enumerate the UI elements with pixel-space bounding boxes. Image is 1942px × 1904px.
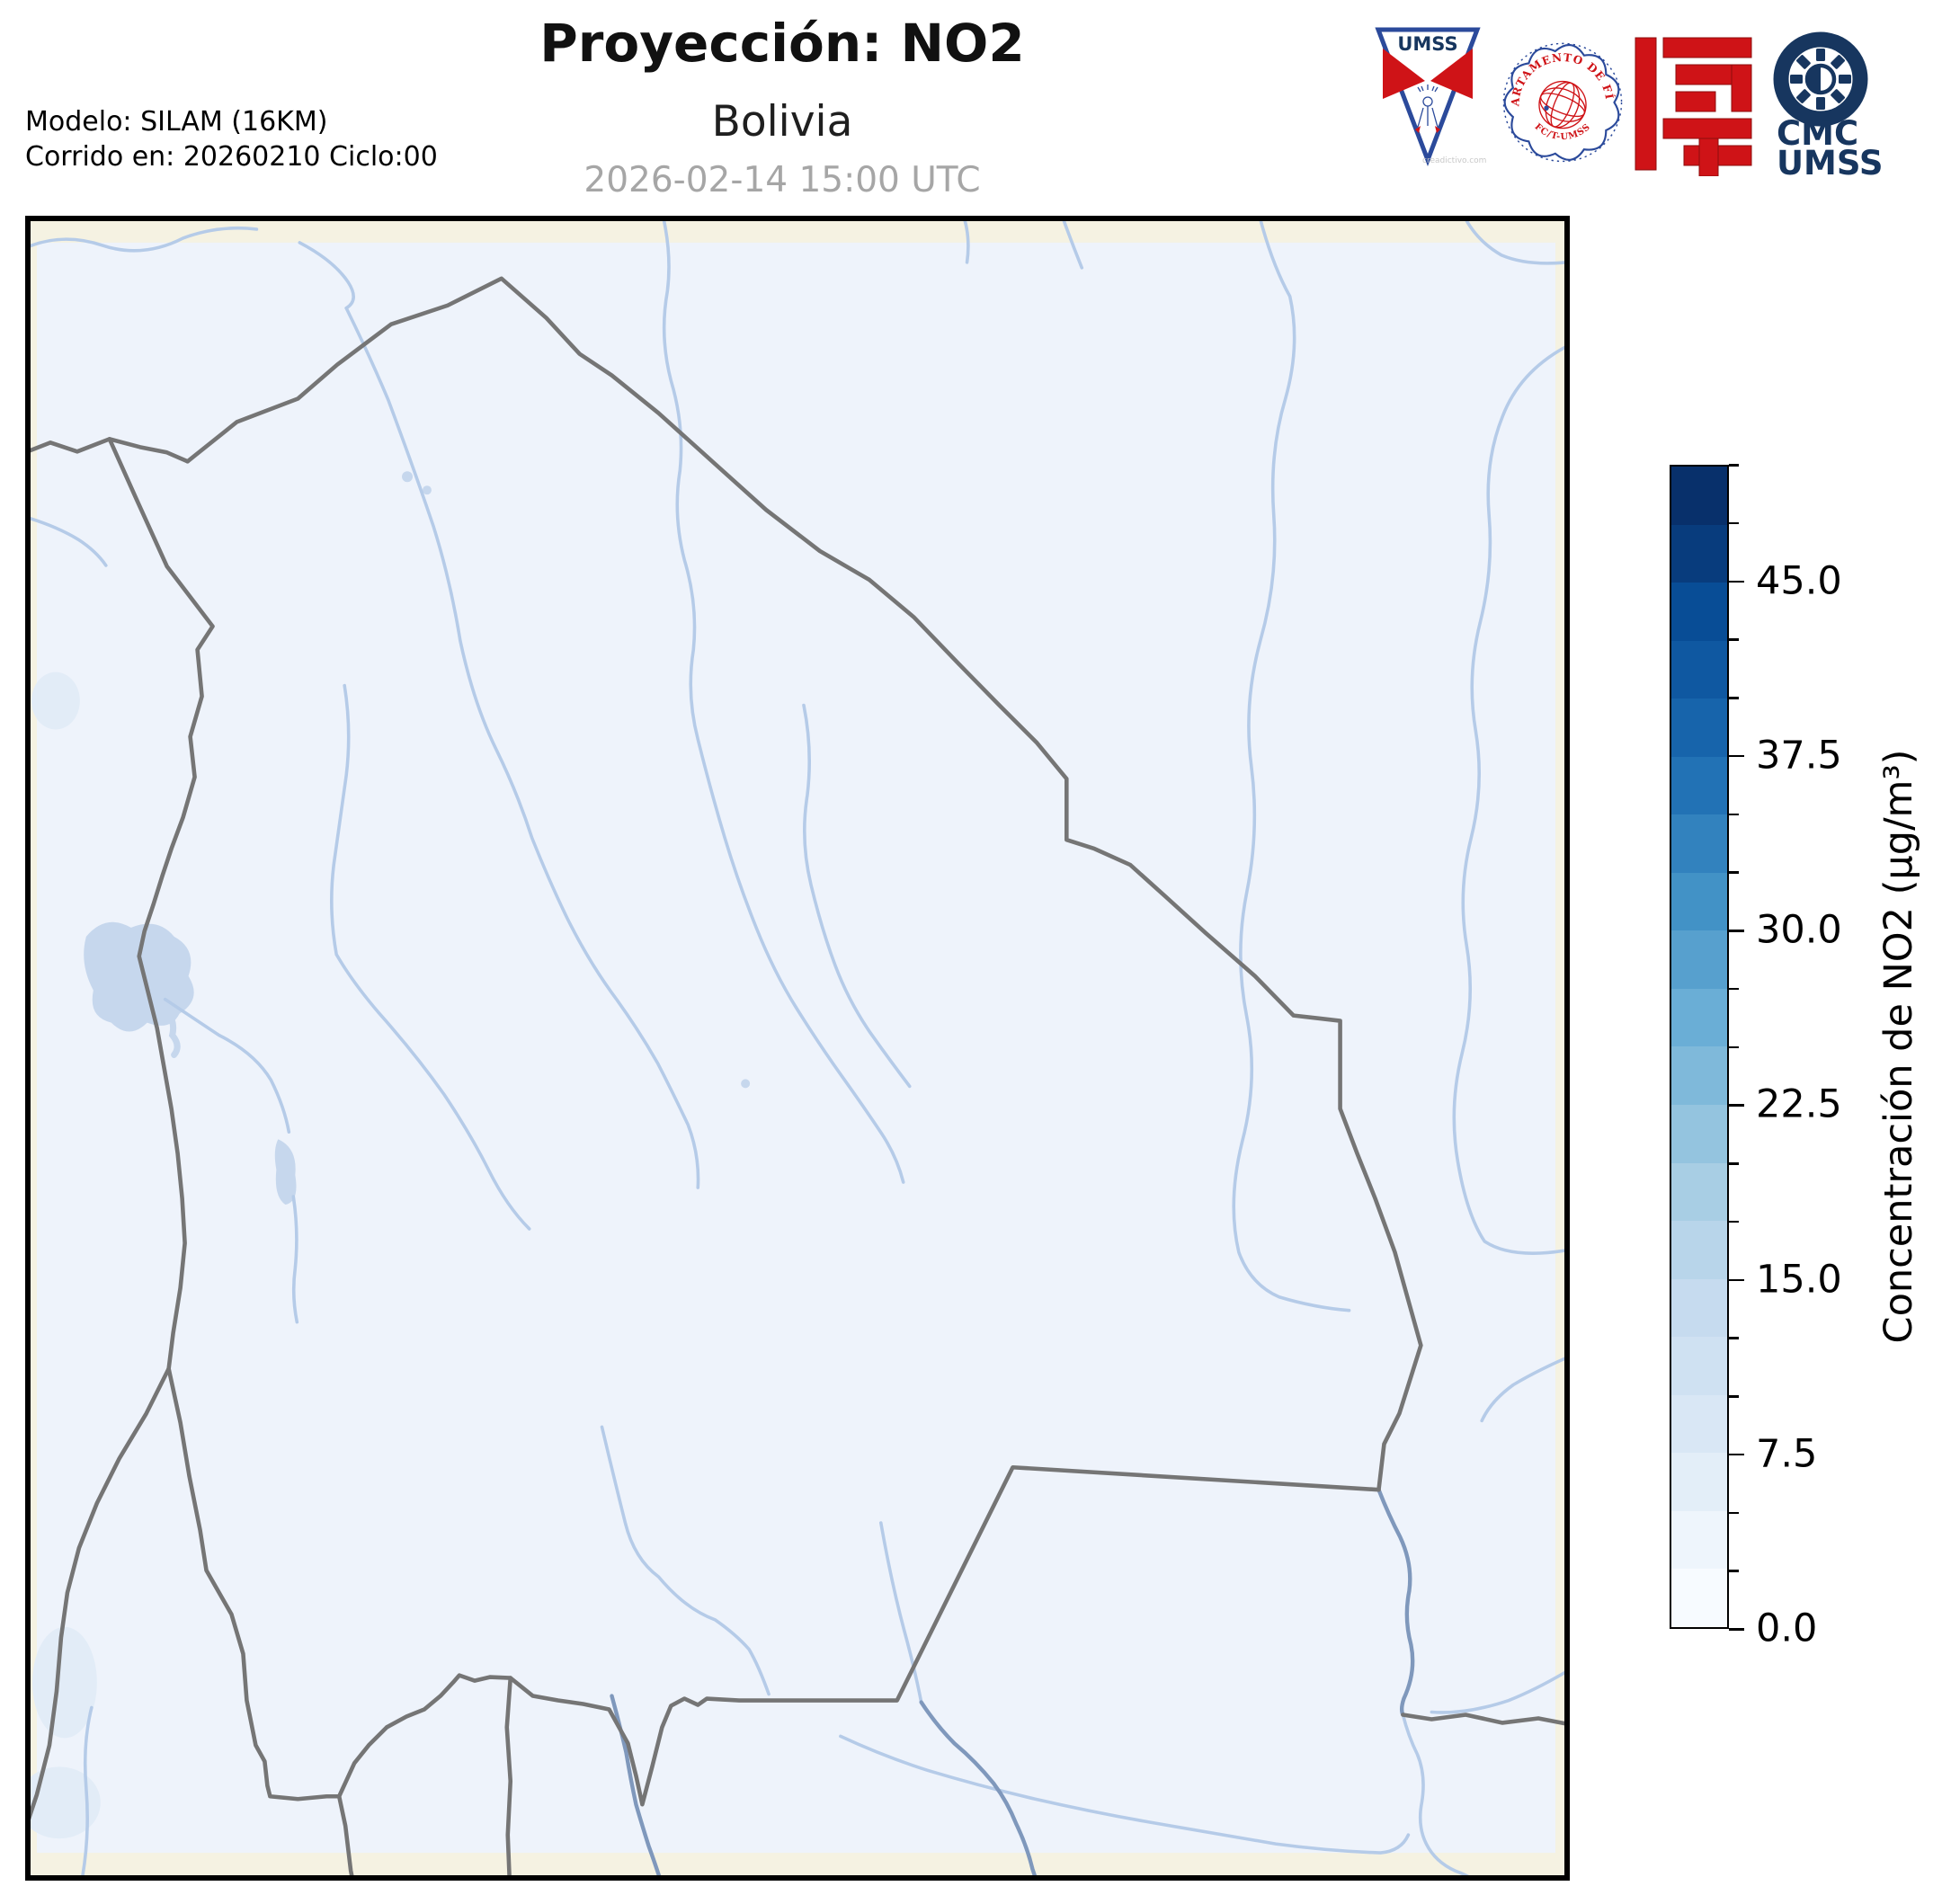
colorbar-segment <box>1671 698 1727 757</box>
lake-titicaca <box>84 921 194 1032</box>
lakes <box>84 471 751 1206</box>
colorbar-segment <box>1671 872 1727 931</box>
salt-flat-patches <box>31 672 101 1839</box>
colorbar-minor-tick <box>1729 1045 1739 1048</box>
colorbar-minor-tick <box>1729 1220 1739 1223</box>
colorbar-tick-label: 15.0 <box>1756 1257 1842 1302</box>
colorbar-minor-tick <box>1729 987 1739 991</box>
colorbar-segment <box>1671 1046 1727 1106</box>
colorbar-minor-tick <box>1729 521 1739 525</box>
colorbar-tick-label: 0.0 <box>1756 1606 1818 1651</box>
map-panel <box>25 216 1570 1881</box>
colorbar-segment <box>1671 930 1727 989</box>
colorbar-segment <box>1671 814 1727 873</box>
colorbar-segment <box>1671 1162 1727 1222</box>
colorbar-minor-tick <box>1729 871 1739 874</box>
rivers <box>31 221 1564 1875</box>
colorbar-minor-tick <box>1729 813 1739 815</box>
model-info: Modelo: SILAM (16KM) Corrido en: 2026021… <box>25 104 438 174</box>
colorbar-tick-label: 22.5 <box>1756 1081 1842 1127</box>
watermark: creadictivo.com <box>1422 156 1487 165</box>
colorbar-minor-tick <box>1729 697 1739 699</box>
cmc-umss-logo-icon: CMC UMSS <box>1773 31 1884 176</box>
model-run: Corrido en: 20260210 Ciclo:00 <box>25 141 438 173</box>
colorbar-minor-tick <box>1729 464 1739 467</box>
cmc-label-line1: CMC <box>1777 114 1858 153</box>
colorbar-minor-tick <box>1729 1337 1739 1339</box>
colorbar-major-tick <box>1729 754 1744 758</box>
colorbar-major-tick <box>1729 1278 1744 1281</box>
colorbar-major-tick <box>1729 1453 1744 1456</box>
umss-logo-icon: UMSS <box>1375 27 1481 167</box>
boundary-rivers <box>610 1487 1415 1875</box>
page-title: Proyección: NO2 <box>539 13 1025 74</box>
national-borders <box>31 276 1564 1875</box>
colorbar-tick-label: 45.0 <box>1756 558 1842 603</box>
umss-logo-label: UMSS <box>1397 33 1457 55</box>
colorbar-minor-tick <box>1729 1395 1739 1398</box>
colorbar-segment <box>1671 1278 1727 1338</box>
colorbar-segment <box>1671 1510 1727 1570</box>
colorbar-segment <box>1671 524 1727 583</box>
colorbar-segment <box>1671 756 1727 815</box>
colorbar-segment <box>1671 1394 1727 1454</box>
page-subtitle: Bolivia <box>711 97 853 147</box>
logo-bar: UMSS <box>1367 14 1942 176</box>
colorbar <box>1670 465 1729 1629</box>
colorbar-major-tick <box>1729 1104 1744 1107</box>
colorbar-tick-label: 30.0 <box>1756 907 1842 953</box>
colorbar-tick-label: 7.5 <box>1756 1431 1818 1477</box>
colorbar-minor-tick <box>1729 1511 1739 1514</box>
colorbar-minor-tick <box>1729 1162 1739 1165</box>
colorbar-segment <box>1671 988 1727 1047</box>
colorbar-segment <box>1671 1569 1727 1627</box>
colorbar-minor-tick <box>1729 638 1739 641</box>
colorbar-major-tick <box>1729 930 1744 932</box>
colorbar-segment <box>1671 640 1727 699</box>
colorbar-minor-tick <box>1729 1570 1739 1572</box>
fcyt-logo-icon <box>1635 37 1752 176</box>
colorbar-segment <box>1671 1221 1727 1279</box>
small-lake <box>741 1079 751 1089</box>
forecast-datetime: 2026-02-14 15:00 UTC <box>583 160 981 200</box>
small-lake <box>402 471 414 483</box>
fisica-logo-icon: DEPARTAMENTO DE FÍSICA FC/T-UMSS <box>1495 32 1623 163</box>
small-lake <box>422 485 432 495</box>
colorbar-tick-label: 37.5 <box>1756 733 1842 779</box>
colorbar-major-tick <box>1729 1628 1744 1631</box>
colorbar-segment <box>1671 1453 1727 1511</box>
map-margin-strips <box>31 221 1564 1875</box>
colorbar-segment <box>1671 1105 1727 1163</box>
colorbar-segment <box>1671 467 1727 525</box>
lake-poopo <box>274 1139 297 1206</box>
lake-titicaca-tail <box>162 1005 181 1058</box>
colorbar-segment <box>1671 583 1727 641</box>
colorbar-segment <box>1671 1337 1727 1395</box>
model-name: Modelo: SILAM (16KM) <box>25 106 328 138</box>
colorbar-axis-label: Concentración de NO2 (µg/m³) <box>1876 749 1921 1344</box>
colorbar-major-tick <box>1729 580 1744 583</box>
cmc-label-line2: UMSS <box>1777 144 1884 176</box>
bolivia-map <box>31 221 1564 1875</box>
